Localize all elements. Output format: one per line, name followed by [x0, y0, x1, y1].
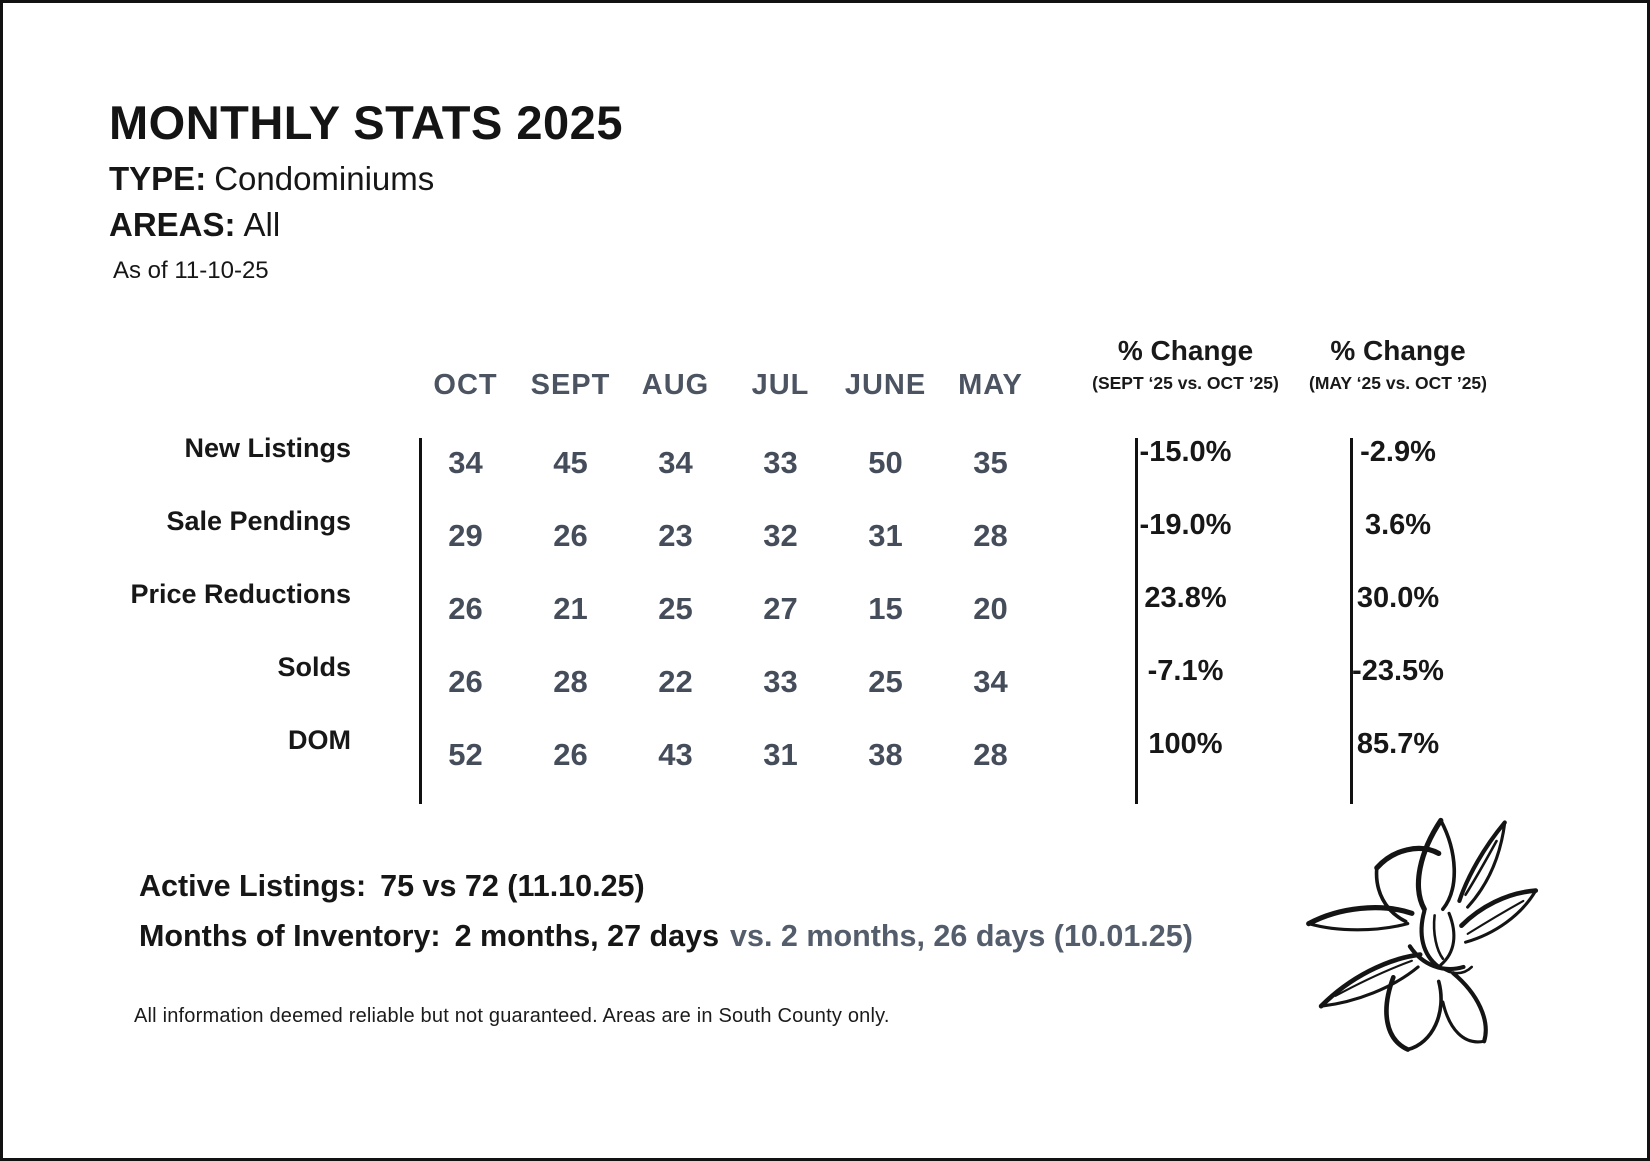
change-value-sept: -15.0%	[1139, 436, 1232, 468]
month-value: 27	[763, 590, 798, 626]
month-value: 31	[868, 517, 903, 553]
change-header-title: % Change	[1330, 335, 1466, 366]
month-header-jul: JUL	[751, 369, 810, 401]
month-value: 29	[448, 517, 483, 553]
month-value: 35	[973, 444, 1008, 480]
month-header-may: MAY	[958, 369, 1023, 401]
month-header-oct: OCT	[433, 369, 498, 401]
disclaimer-text: All information deemed reliable but not …	[134, 1005, 890, 1027]
change-value-sept: -7.1%	[1147, 655, 1224, 687]
month-value: 43	[658, 736, 693, 772]
month-value: 28	[973, 736, 1008, 772]
month-value: 28	[553, 663, 588, 699]
month-value: 34	[973, 663, 1008, 699]
change-header-may: % Change (MAY ‘25 vs. OCT ’25)	[1293, 333, 1503, 438]
row-label: Price Reductions	[130, 579, 351, 609]
change-value-may: 85.7%	[1356, 728, 1440, 760]
table-gap-spacer	[1043, 333, 1078, 438]
stats-table: OCT SEPT AUG JUL JUNE MAY % Change (SEPT ‘25 vs…	[108, 333, 1503, 803]
type-value: Condominiums	[214, 159, 435, 197]
change-header-subtitle: (MAY ‘25 vs. OCT ’25)	[1309, 373, 1487, 393]
row-label: New Listings	[184, 433, 351, 463]
change-value-may: 3.6%	[1364, 509, 1432, 541]
areas-label: AREAS:	[109, 205, 236, 243]
month-value: 50	[868, 444, 903, 480]
change-header-subtitle: (SEPT ‘25 vs. OCT ’25)	[1092, 373, 1279, 393]
table-gap-spacer	[1043, 730, 1078, 803]
change-value-sept: -19.0%	[1139, 509, 1232, 541]
page-title: MONTHLY STATS 2025	[109, 96, 623, 149]
active-listings-value: 75 vs 72 (11.10.25)	[380, 869, 645, 903]
table-divider-change-may	[1350, 438, 1353, 804]
magnolia-flower-illustration	[1306, 817, 1539, 1052]
month-value: 31	[763, 736, 798, 772]
month-value: 25	[658, 590, 693, 626]
month-value: 38	[868, 736, 903, 772]
type-label: TYPE:	[109, 159, 207, 197]
summary-block: Active Listings: 75 vs 72 (11.10.25) Mont…	[139, 861, 1193, 961]
month-value: 33	[763, 663, 798, 699]
areas-line: AREAS: All	[109, 202, 623, 248]
inventory-comparison: vs. 2 months, 26 days (10.01.25)	[730, 919, 1193, 953]
table-divider-labels	[419, 438, 422, 804]
month-value: 25	[868, 663, 903, 699]
areas-value: All	[243, 205, 281, 243]
inventory-label: Months of Inventory:	[139, 919, 441, 953]
change-header-title: % Change	[1117, 335, 1254, 366]
month-header-sept: SEPT	[530, 369, 611, 401]
as-of-date: As of 11-10-25	[113, 257, 269, 285]
change-header-sept: % Change (SEPT ‘25 vs. OCT ’25)	[1078, 333, 1293, 438]
change-value-may: -2.9%	[1360, 436, 1436, 468]
table-gap-spacer	[1043, 584, 1078, 657]
month-value: 28	[973, 517, 1008, 553]
month-value: 15	[868, 590, 903, 626]
inventory-current: 2 months, 27 days	[454, 919, 720, 953]
type-line: TYPE: Condominiums	[109, 156, 623, 202]
table-gap-spacer	[1043, 657, 1078, 730]
table-gap-spacer	[1043, 511, 1078, 584]
month-header-aug: AUG	[641, 369, 710, 401]
month-value: 34	[658, 444, 693, 480]
change-value-may: -23.5%	[1352, 655, 1444, 687]
row-label: DOM	[288, 725, 351, 755]
row-label: Sale Pendings	[166, 506, 351, 536]
active-listings-line: Active Listings: 75 vs 72 (11.10.25)	[139, 861, 1193, 911]
month-value: 26	[448, 663, 483, 699]
change-value-may: 30.0%	[1356, 582, 1440, 614]
month-value: 23	[658, 517, 693, 553]
table-divider-change-sept	[1135, 438, 1138, 804]
month-value: 26	[448, 590, 483, 626]
row-label: Solds	[277, 652, 351, 682]
month-value: 52	[448, 736, 483, 772]
change-value-sept: 23.8%	[1144, 582, 1227, 614]
month-value: 45	[553, 444, 588, 480]
month-value: 26	[553, 517, 588, 553]
month-value: 20	[973, 590, 1008, 626]
change-value-sept: 100%	[1148, 728, 1223, 760]
report-header: MONTHLY STATS 2025 TYPE: Condominiums ARE…	[109, 97, 623, 285]
month-value: 26	[553, 736, 588, 772]
table-gap-spacer	[1043, 438, 1078, 511]
months-inventory-line: Months of Inventory: 2 months, 27 days vs.…	[139, 911, 1193, 961]
month-header-june: JUNE	[844, 369, 927, 401]
month-value: 22	[658, 663, 693, 699]
month-value: 34	[448, 444, 483, 480]
active-listings-label: Active Listings:	[139, 869, 367, 903]
month-value: 32	[763, 517, 798, 553]
month-value: 33	[763, 444, 798, 480]
month-value: 21	[553, 590, 588, 626]
